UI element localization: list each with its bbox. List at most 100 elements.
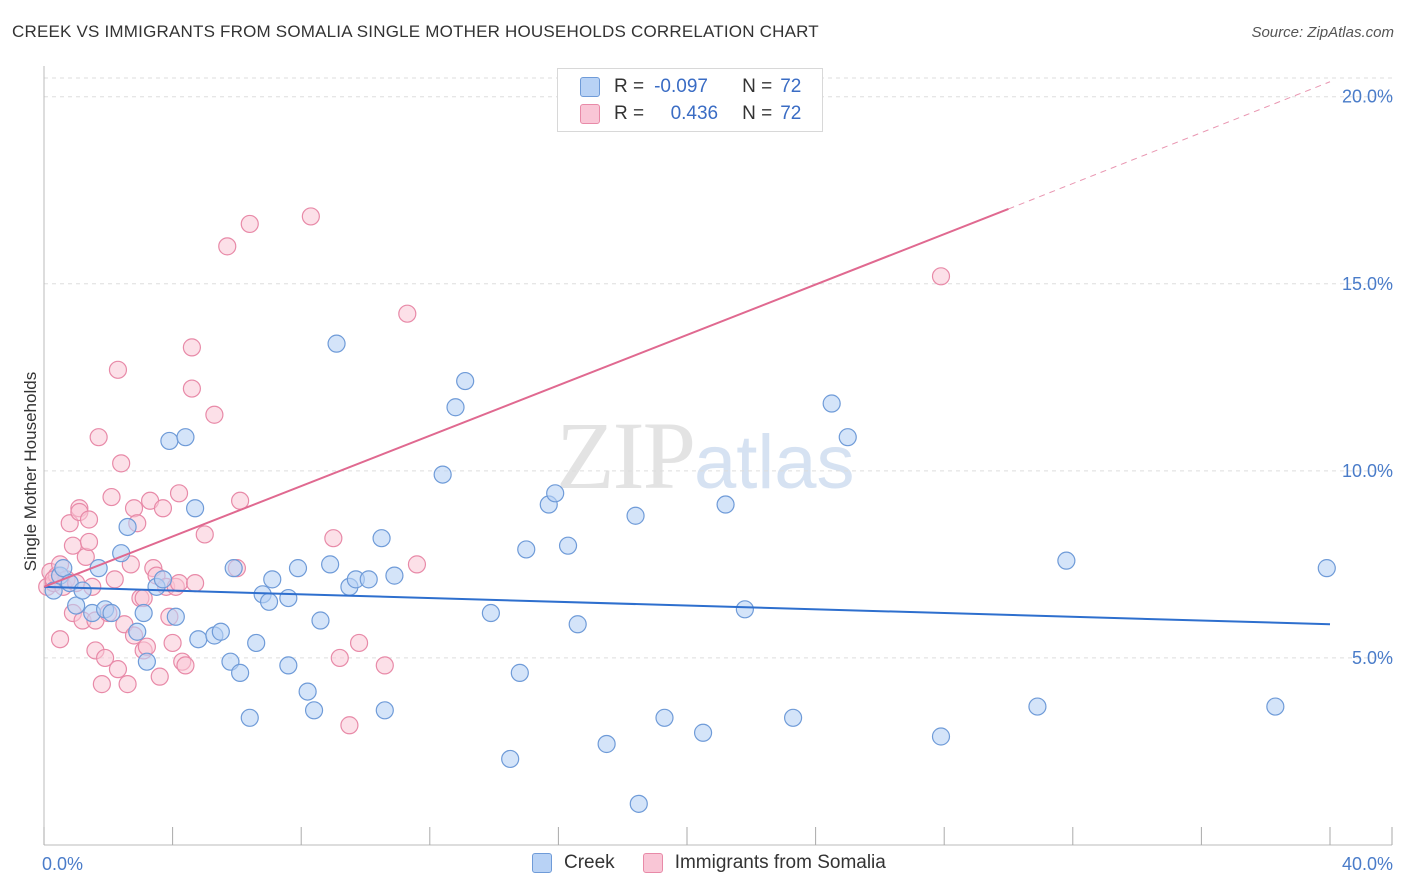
somalia-point bbox=[218, 237, 237, 256]
somalia-point bbox=[195, 525, 214, 544]
creek-point bbox=[153, 570, 173, 589]
somalia-point bbox=[79, 532, 99, 552]
somalia-trend-extension bbox=[1008, 81, 1331, 210]
y-tick-label: 20.0% bbox=[1342, 87, 1393, 107]
somalia-r-value: 0.436 bbox=[670, 103, 719, 124]
somalia-point bbox=[89, 428, 108, 447]
correlation-legend: R = -0.097 N = 72 R = 0.436 N = 72 bbox=[557, 68, 823, 132]
somalia-point bbox=[301, 207, 320, 226]
creek-point bbox=[102, 603, 121, 623]
creek-point bbox=[822, 394, 841, 413]
creek-point bbox=[655, 708, 674, 727]
watermark-atlas: atlas bbox=[694, 420, 855, 505]
creek-point bbox=[298, 682, 317, 701]
creek-point bbox=[240, 708, 259, 727]
creek-point bbox=[568, 615, 587, 634]
somalia-point bbox=[931, 267, 951, 286]
creek-point bbox=[510, 663, 529, 682]
creek-point bbox=[247, 633, 266, 653]
somalia-point bbox=[324, 529, 343, 548]
creek-point bbox=[1057, 551, 1076, 570]
creek-point bbox=[67, 596, 86, 615]
creek-point bbox=[137, 652, 156, 671]
creek-point bbox=[134, 603, 153, 623]
somalia-point bbox=[186, 573, 205, 593]
somalia-point bbox=[150, 667, 169, 686]
tick-labels: 5.0% 10.0% 15.0% 20.0% 0.0% 40.0% Single Mothe… bbox=[21, 87, 1393, 874]
somalia-n-label: N = bbox=[742, 103, 773, 124]
creek-point bbox=[1317, 559, 1336, 578]
somalia-point bbox=[163, 633, 182, 653]
somalia-point bbox=[330, 648, 349, 668]
trend-lines bbox=[43, 81, 1331, 626]
creek-point bbox=[321, 555, 340, 574]
creek-points bbox=[44, 334, 1336, 813]
creek-point bbox=[231, 663, 250, 682]
legend-somalia-swatch bbox=[642, 853, 663, 873]
somalia-point bbox=[176, 656, 195, 675]
somalia-point bbox=[95, 648, 115, 668]
somalia-r-label: R = bbox=[614, 103, 645, 124]
creek-n-label: N = bbox=[742, 76, 773, 97]
legend-item-somalia: Immigrants from Somalia bbox=[642, 852, 886, 874]
creek-point bbox=[327, 334, 346, 353]
creek-point bbox=[359, 570, 378, 589]
creek-point bbox=[263, 570, 282, 589]
creek-point bbox=[54, 559, 73, 578]
somalia-point bbox=[124, 499, 144, 518]
somalia-swatch bbox=[580, 104, 600, 124]
creek-point bbox=[128, 622, 147, 641]
somalia-point bbox=[118, 675, 137, 694]
creek-point bbox=[259, 592, 279, 611]
creek-point bbox=[186, 499, 205, 518]
somalia-point bbox=[50, 630, 70, 649]
somalia-point bbox=[79, 510, 99, 529]
somalia-point bbox=[105, 570, 124, 589]
creek-point bbox=[501, 749, 520, 769]
x-tick-label: 0.0% bbox=[42, 854, 83, 874]
creek-point bbox=[1266, 697, 1285, 716]
creek-n-value: 72 bbox=[780, 76, 802, 97]
somalia-point bbox=[240, 214, 259, 234]
somalia-trend-line bbox=[43, 208, 1009, 588]
somalia-point bbox=[102, 487, 121, 507]
somalia-point bbox=[398, 304, 417, 323]
creek-point bbox=[288, 559, 308, 578]
somalia-points bbox=[38, 207, 951, 735]
creek-point bbox=[693, 723, 713, 742]
somalia-point bbox=[182, 379, 201, 398]
y-tick-label: 5.0% bbox=[1352, 648, 1393, 668]
somalia-point bbox=[182, 338, 201, 357]
chart-title: CREEK VS IMMIGRANTS FROM SOMALIA SINGLE … bbox=[12, 22, 819, 41]
creek-point bbox=[211, 622, 230, 641]
somalia-point bbox=[108, 660, 128, 679]
creek-point bbox=[517, 540, 536, 559]
legend-somalia-label: Immigrants from Somalia bbox=[674, 852, 886, 873]
creek-point bbox=[838, 428, 857, 447]
legend-item-creek: Creek bbox=[532, 852, 615, 874]
creek-point bbox=[224, 559, 243, 578]
legend-creek-label: Creek bbox=[564, 852, 615, 873]
creek-point bbox=[629, 794, 648, 813]
series-legend: Creek Immigrants from Somalia bbox=[532, 852, 914, 874]
creek-point bbox=[456, 371, 475, 391]
creek-point bbox=[372, 529, 391, 548]
creek-point bbox=[558, 536, 578, 555]
legend-row-somalia: R = 0.436 N = 72 bbox=[580, 102, 801, 126]
creek-point bbox=[160, 431, 179, 451]
creek-point bbox=[118, 517, 137, 537]
creek-point bbox=[385, 566, 404, 585]
source-credit: Source: ZipAtlas.com bbox=[1251, 24, 1394, 41]
creek-point bbox=[73, 581, 92, 600]
creek-point bbox=[597, 734, 616, 754]
creek-point bbox=[546, 484, 565, 503]
axes bbox=[43, 66, 1393, 846]
creek-point bbox=[931, 727, 951, 746]
legend-row-creek: R = -0.097 N = 72 bbox=[580, 75, 801, 99]
somalia-point bbox=[92, 675, 111, 694]
y-tick-label: 10.0% bbox=[1342, 461, 1393, 481]
somalia-point bbox=[205, 405, 224, 424]
creek-point bbox=[375, 701, 394, 720]
creek-r-value: -0.097 bbox=[654, 76, 708, 97]
